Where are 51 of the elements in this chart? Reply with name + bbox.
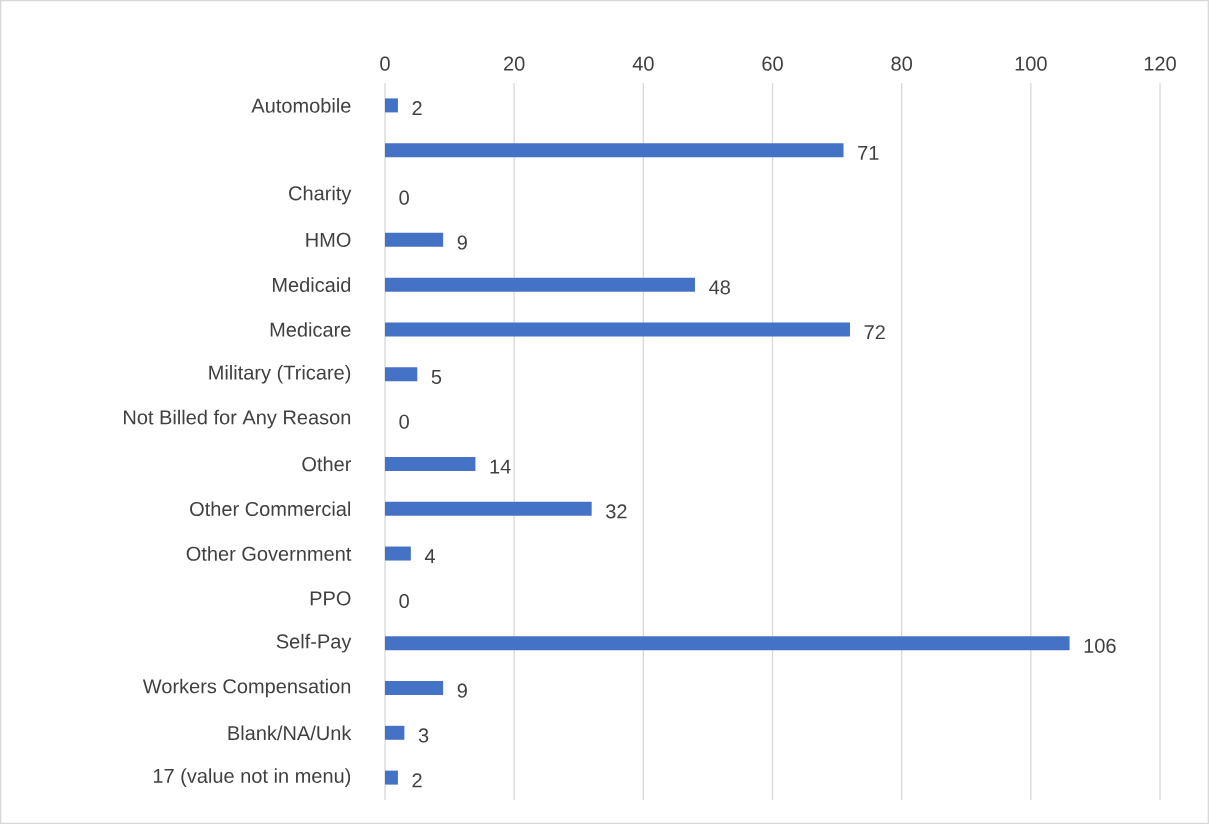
y-tick-label: Other [302, 456, 352, 472]
y-tick-label: Military (Tricare) [209, 364, 351, 384]
y-tick-label: Other Government [186, 546, 352, 561]
data-label: 9 [457, 683, 467, 698]
data-label: 72 [864, 325, 885, 340]
bar [385, 725, 405, 740]
y-tick-label: 17 (value not in menu) [153, 768, 351, 787]
x-tick-label: 60 [762, 56, 783, 71]
y-tick-label: Medicare [270, 322, 351, 337]
x-tick-label: 100 [1015, 56, 1047, 71]
bar [385, 232, 444, 247]
bar [385, 456, 476, 471]
y-tick-label: HMO [306, 232, 351, 247]
y-tick-label: Not Billed for Any Reason [124, 409, 351, 429]
data-label: 106 [1084, 638, 1116, 653]
data-label: 71 [858, 146, 879, 160]
bar [385, 501, 592, 516]
y-tick-label: Other Commercial [190, 501, 351, 517]
x-tick-label: 120 [1144, 56, 1176, 71]
x-tick-label: 40 [632, 56, 654, 71]
data-label: 14 [490, 459, 511, 474]
data-label: 0 [399, 190, 409, 205]
data-label: 5 [431, 369, 442, 384]
y-tick-label: Workers Compensation [142, 678, 351, 698]
bar [385, 770, 398, 785]
bar [385, 322, 851, 337]
data-label: 9 [457, 235, 467, 250]
x-tick-label: 80 [891, 56, 912, 71]
y-tick-label: Medicaid [272, 277, 351, 292]
bar [385, 143, 844, 158]
data-label: 0 [399, 414, 409, 429]
x-tick-label: 20 [504, 56, 525, 71]
y-tick-label: PPO [310, 591, 351, 606]
data-label: 3 [418, 728, 429, 743]
data-label: 2 [412, 101, 422, 116]
bar [385, 636, 1070, 651]
y-tick-label: Automobile [251, 98, 351, 113]
y-tick-label: Blank/NA/Unk [228, 725, 352, 741]
x-tick-label: 0 [380, 56, 390, 71]
y-tick-label: Self-Pay [276, 633, 352, 653]
bar [385, 546, 411, 561]
data-label: 48 [709, 280, 730, 295]
bar [385, 367, 418, 382]
bar [385, 680, 444, 695]
data-label: 2 [412, 773, 422, 788]
bar [385, 277, 695, 292]
y-tick-label: Charity [289, 185, 352, 205]
data-label: 0 [399, 593, 409, 609]
data-label: 32 [606, 504, 627, 519]
data-label: 4 [424, 549, 435, 564]
bar [385, 98, 398, 113]
